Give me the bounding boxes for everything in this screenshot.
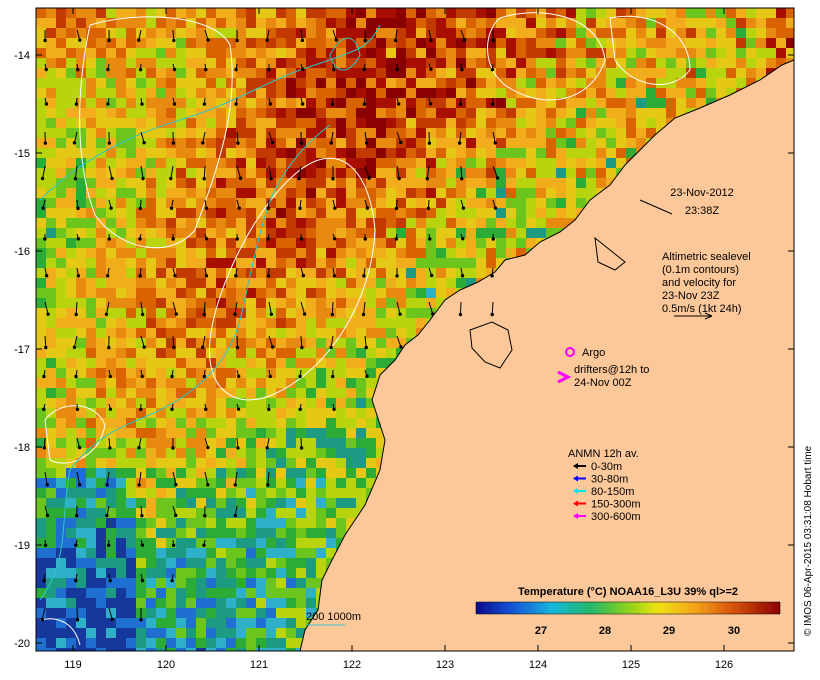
colorbar-tick-label: 28: [599, 625, 611, 637]
lon-tick-label: 120: [157, 659, 175, 671]
depth-class-label: 300-600m: [591, 511, 641, 523]
colorbar-title: Temperature (°C) NOAA16_L3U 39% ql>=2: [518, 586, 738, 598]
altimetry-note: Altimetric sealevel (0.1m contours) and …: [662, 251, 751, 320]
argo-icon: [565, 347, 575, 357]
depth-class-label: 150-300m: [591, 499, 641, 511]
velocity-vectors: [40, 29, 500, 622]
altimetry-line: 0.5m/s (1kt 24h): [662, 303, 741, 315]
lon-tick-label: 123: [436, 659, 454, 671]
timestamp-date: 23-Nov-2012: [670, 187, 734, 199]
altimetry-line: (0.1m contours): [662, 264, 739, 276]
depth-class-label: 80-150m: [591, 486, 634, 498]
drifters-legend: drifters@12h to 24-Nov 00Z: [557, 364, 649, 389]
lon-tick-label: 119: [64, 659, 82, 671]
lon-tick-label: 126: [715, 659, 733, 671]
drifters-label: drifters@12h to: [574, 364, 649, 376]
bathymetry-legend: 200 1000m: [306, 611, 361, 626]
lon-axis: 119 120 121 122 123 124 125 126: [64, 8, 733, 671]
depth-class-item: 0-30m: [573, 461, 622, 473]
lat-axis: -14 -15 -16 -17 -18 -19 -20: [14, 50, 794, 650]
lon-tick-label: 124: [529, 659, 547, 671]
depth-class-label: 0-30m: [591, 461, 622, 473]
bathymetry-200m: [39, 24, 381, 601]
lat-tick-label: -14: [14, 50, 30, 62]
colorbar-tick-label: 27: [535, 625, 547, 637]
lon-tick-label: 125: [622, 659, 640, 671]
lat-tick-label: -18: [14, 442, 30, 454]
depth-class-item: 30-80m: [573, 474, 628, 486]
depth-class-item: 150-300m: [573, 499, 641, 511]
colorbar-tick-label: 29: [663, 625, 675, 637]
altimetry-line: Altimetric sealevel: [662, 251, 751, 263]
argo-label: Argo: [582, 347, 605, 359]
anmn-legend: ANMN 12h av. 0-30m30-80m80-150m150-300m3…: [568, 448, 641, 523]
land-mass: [299, 8, 794, 651]
depth-class-item: 300-600m: [573, 511, 641, 523]
estuary-inlet: [469, 321, 513, 369]
drifter-chevron-icon: [557, 370, 572, 384]
credit-text: © IMOS 06-Apr-2015 03:31:08 Hobart time: [803, 445, 814, 636]
drifters-label: 24-Nov 00Z: [574, 377, 632, 389]
depth-class-label: 30-80m: [591, 474, 628, 486]
lat-tick-label: -20: [14, 638, 30, 650]
anmn-title: ANMN 12h av.: [568, 448, 639, 460]
colorbar-tick-label: 30: [728, 625, 740, 637]
bay-inlet: [594, 236, 626, 271]
lat-tick-label: -19: [14, 540, 30, 552]
altimetry-line: 23-Nov 23Z: [662, 290, 720, 302]
argo-legend: Argo: [565, 347, 605, 359]
depth-class-item: 80-150m: [573, 486, 634, 498]
scale-arrow-head: [704, 312, 713, 320]
lat-tick-label: -15: [14, 148, 30, 160]
timestamp-pointer: [639, 199, 673, 215]
colorbar-gradient: [475, 601, 781, 615]
map-frame: [35, 7, 795, 652]
lat-tick-label: -17: [14, 344, 30, 356]
timestamp-time: 23:38Z: [685, 205, 720, 217]
lon-tick-label: 122: [343, 659, 361, 671]
altimetry-line: and velocity for: [662, 277, 736, 289]
colorbar: Temperature (°C) NOAA16_L3U 39% ql>=2 27…: [472, 586, 784, 637]
lon-tick-label: 121: [250, 659, 268, 671]
lat-tick-label: -16: [14, 246, 30, 258]
bathymetry-label: 200 1000m: [306, 611, 361, 623]
